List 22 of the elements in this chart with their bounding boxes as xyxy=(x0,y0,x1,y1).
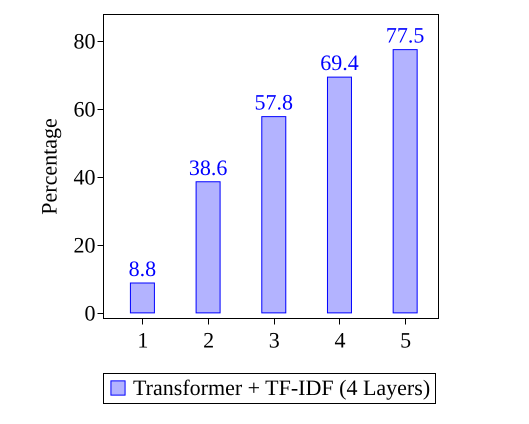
data-label: 77.5 xyxy=(386,22,424,48)
data-label: 57.8 xyxy=(254,90,294,115)
y-axis-title: Percentage xyxy=(36,118,62,215)
x-tick-label: 3 xyxy=(268,328,280,352)
data-label: 8.8 xyxy=(128,256,156,282)
bar xyxy=(196,181,221,314)
x-tick-label: 1 xyxy=(137,328,148,352)
bar xyxy=(261,116,286,314)
legend-label: Transformer + TF-IDF (4 Layers) xyxy=(133,375,430,400)
x-tick-label: 2 xyxy=(203,328,214,352)
y-tick-label: 20 xyxy=(74,232,96,258)
y-tick-label: 40 xyxy=(74,164,96,190)
bar xyxy=(130,282,155,314)
bar xyxy=(326,76,352,314)
bar xyxy=(392,49,418,314)
x-tick-label: 4 xyxy=(334,328,346,352)
y-tick-label: 80 xyxy=(74,28,96,54)
data-label: 69.4 xyxy=(320,50,359,76)
y-tick-label: 0 xyxy=(84,300,96,326)
y-tick-label: 60 xyxy=(74,96,96,122)
x-tick-label: 5 xyxy=(400,328,412,352)
data-label: 38.6 xyxy=(188,154,228,180)
